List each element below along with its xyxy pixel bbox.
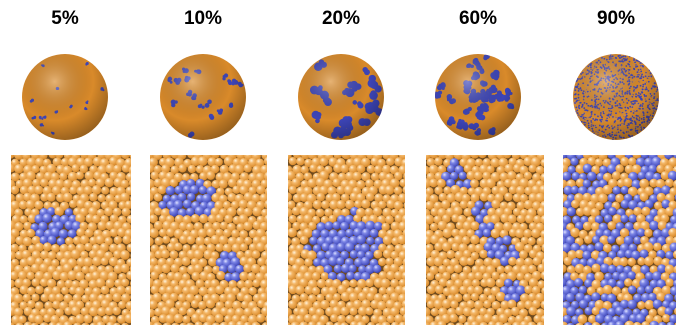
- vesicle-sphere: [435, 54, 521, 140]
- panel-3: 20%: [276, 0, 406, 326]
- zoomed-membrane-patch: [288, 155, 405, 325]
- concentration-label: 20%: [321, 8, 361, 29]
- concentration-label: 60%: [458, 8, 498, 29]
- concentration-label: 90%: [596, 8, 636, 29]
- zoomed-membrane-patch: [11, 155, 131, 325]
- vesicle-sphere: [298, 54, 384, 140]
- concentration-label: 5%: [51, 8, 79, 29]
- zoomed-membrane-patch: [426, 155, 544, 325]
- vesicle-sphere: [160, 54, 246, 140]
- zoomed-membrane-patch: [563, 155, 676, 325]
- panel-1: 5%: [0, 0, 130, 326]
- zoomed-membrane-patch: [150, 155, 267, 325]
- vesicle-sphere: [573, 54, 659, 140]
- panel-4: 60%: [413, 0, 543, 326]
- concentration-label: 10%: [183, 8, 223, 29]
- panel-2: 10%: [138, 0, 268, 326]
- panel-5: 90%: [551, 0, 676, 326]
- vesicle-sphere: [22, 54, 108, 140]
